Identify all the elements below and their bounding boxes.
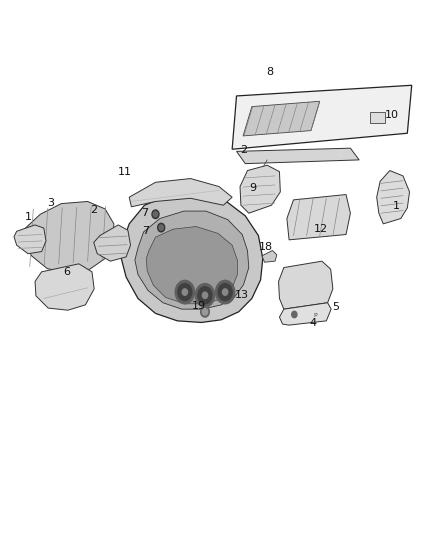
Circle shape: [202, 309, 208, 315]
Polygon shape: [237, 148, 359, 164]
Text: 13: 13: [235, 290, 249, 300]
Polygon shape: [129, 179, 232, 207]
Polygon shape: [14, 225, 46, 254]
Polygon shape: [287, 195, 350, 240]
Polygon shape: [146, 227, 237, 304]
Text: 2: 2: [90, 205, 97, 215]
Circle shape: [178, 284, 192, 301]
Text: 7: 7: [141, 208, 148, 218]
Text: 10: 10: [385, 110, 399, 120]
Text: 8: 8: [266, 67, 273, 77]
Polygon shape: [262, 251, 277, 262]
Text: 18: 18: [259, 243, 273, 252]
Text: P: P: [314, 313, 317, 318]
Polygon shape: [370, 112, 385, 123]
Text: 12: 12: [314, 224, 328, 233]
Circle shape: [218, 284, 232, 301]
Circle shape: [182, 289, 187, 295]
Circle shape: [152, 210, 159, 219]
Polygon shape: [23, 201, 114, 273]
Polygon shape: [135, 211, 249, 309]
Circle shape: [158, 223, 165, 232]
Text: 2: 2: [240, 146, 247, 155]
Text: 6: 6: [63, 267, 70, 277]
Text: 19: 19: [192, 301, 206, 311]
Text: 3: 3: [47, 198, 54, 207]
Circle shape: [198, 287, 212, 304]
Text: 9: 9: [250, 183, 257, 192]
Polygon shape: [377, 171, 410, 224]
Circle shape: [175, 280, 194, 304]
Polygon shape: [35, 264, 94, 310]
Polygon shape: [232, 85, 412, 149]
Polygon shape: [94, 225, 131, 261]
Circle shape: [195, 284, 215, 307]
Text: 11: 11: [117, 167, 131, 176]
Circle shape: [215, 280, 235, 304]
Text: 1: 1: [392, 201, 399, 211]
Text: 7: 7: [142, 227, 149, 236]
Circle shape: [159, 225, 163, 230]
Circle shape: [202, 292, 208, 298]
Circle shape: [153, 212, 158, 217]
Polygon shape: [121, 193, 263, 322]
Text: 1: 1: [25, 213, 32, 222]
Polygon shape: [279, 261, 333, 309]
Polygon shape: [279, 303, 331, 325]
Polygon shape: [240, 165, 280, 213]
Circle shape: [292, 311, 297, 318]
Text: 5: 5: [332, 302, 339, 312]
Text: 4: 4: [309, 318, 316, 328]
Polygon shape: [243, 101, 320, 136]
Circle shape: [201, 306, 209, 317]
Circle shape: [223, 289, 228, 295]
